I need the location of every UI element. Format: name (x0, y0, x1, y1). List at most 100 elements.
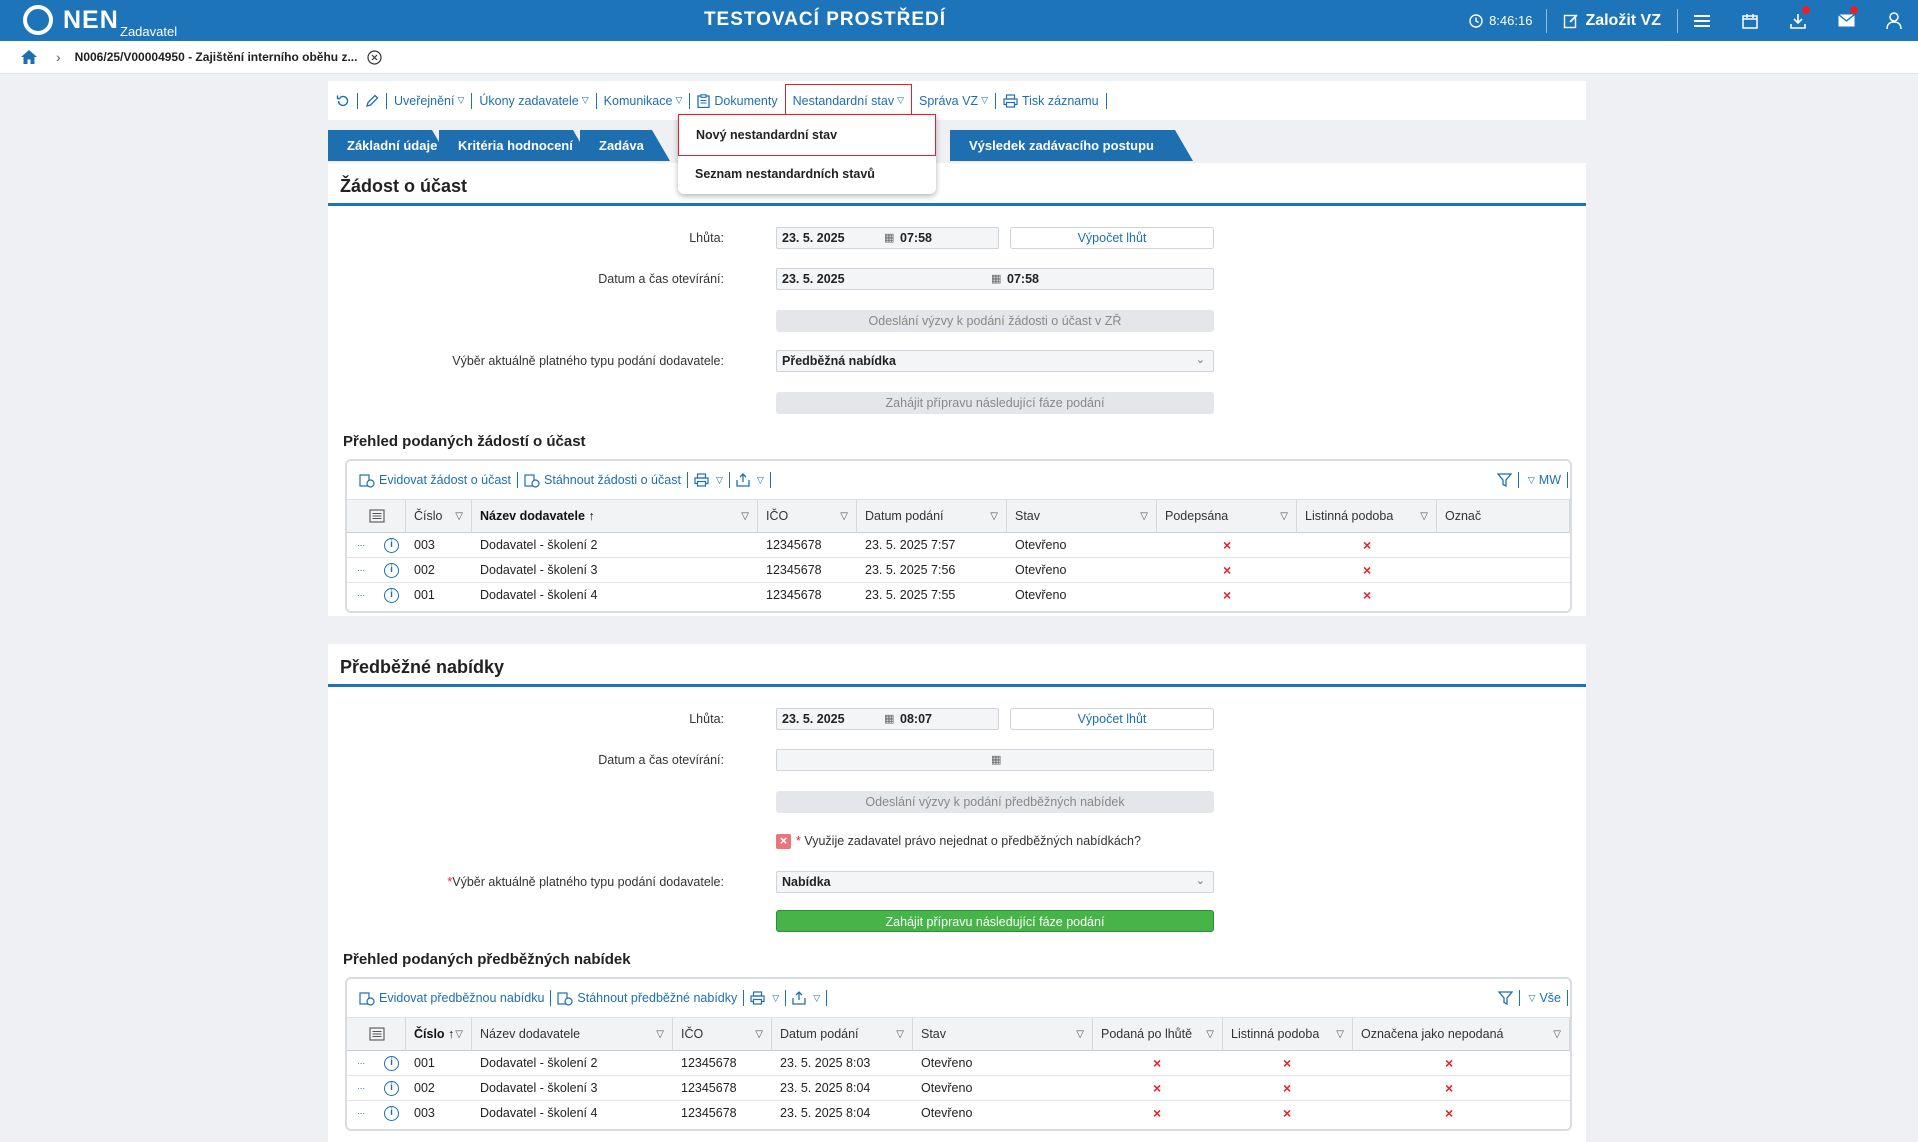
table-row[interactable]: ⋯ i 001 Dodavatel - školení 4 12345678 23… (347, 583, 1570, 608)
tab-zakladni-udaje[interactable]: Základní údaje (328, 130, 450, 161)
nen-logo-icon[interactable] (22, 4, 54, 36)
calendar-icon[interactable]: ▦ (991, 273, 1002, 285)
export-button[interactable]: ▽ (730, 473, 770, 487)
table-row[interactable]: ⋯ i 003 Dodavatel - školení 2 12345678 23… (347, 533, 1570, 558)
filter-triangle-icon[interactable]: ▽ (896, 1029, 904, 1040)
lhuta-field[interactable]: 23. 5. 2025 ▦ 07:58 (776, 227, 999, 249)
col-cislo[interactable]: Číslo ↑ ▽ (406, 1018, 472, 1051)
lhuta-field[interactable]: 23. 5. 2025 ▦ 08:07 (776, 708, 999, 730)
odeslani-vyzvy-button[interactable]: Odeslání výzvy k podání žádosti o účast … (776, 310, 1214, 332)
filter-triangle-icon[interactable]: ▽ (741, 511, 749, 522)
info-icon[interactable]: i (384, 1081, 399, 1096)
filter-triangle-icon[interactable]: ▽ (1140, 511, 1148, 522)
more-icon[interactable]: ⋯ (357, 1084, 366, 1093)
table-row[interactable]: ⋯ i 003 Dodavatel - školení 4 12345678 23… (347, 1101, 1570, 1126)
new-vz-button[interactable]: Založit VZ (1547, 12, 1677, 30)
menu-sprava-vz[interactable]: Správa VZ ▽ (912, 81, 995, 120)
col-stav[interactable]: Stav ▽ (1007, 500, 1157, 533)
filter-triangle-icon[interactable]: ▽ (1336, 1029, 1344, 1040)
edit-button[interactable] (358, 81, 386, 120)
menu-nestandardni-stav[interactable]: Nestandardní stav ▽ (784, 84, 912, 117)
more-icon[interactable]: ⋯ (357, 1109, 366, 1118)
breadcrumb-item[interactable]: N006/25/V00004950 - Zajištění interního … (74, 50, 358, 64)
table-row[interactable]: ⋯ i 002 Dodavatel - školení 3 12345678 23… (347, 558, 1570, 583)
filter-triangle-icon[interactable]: ▽ (1076, 1029, 1084, 1040)
filter-triangle-icon[interactable]: ▽ (990, 511, 998, 522)
filter-triangle-icon[interactable]: ▽ (840, 511, 848, 522)
col-cislo[interactable]: Číslo ▽ (406, 500, 472, 533)
print-button[interactable]: ▽ (744, 991, 785, 1005)
info-icon[interactable]: i (384, 1106, 399, 1121)
col-ico[interactable]: IČO ▽ (758, 500, 857, 533)
table-row[interactable]: ⋯ i 002 Dodavatel - školení 3 12345678 23… (347, 1076, 1570, 1101)
menu-ukony-zadavatele[interactable]: Úkony zadavatele ▽ (472, 81, 595, 120)
menu-item-novy-nestandardni-stav[interactable]: Nový nestandardní stav (678, 114, 936, 156)
filter-triangle-icon[interactable]: ▽ (1206, 1029, 1214, 1040)
stahnout-button[interactable]: Stáhnout žádosti o účast (518, 473, 687, 488)
menu-dokumenty[interactable]: Dokumenty (690, 81, 784, 120)
downloads-button[interactable] (1774, 0, 1822, 41)
view-select[interactable]: ▽ MW (1519, 473, 1567, 487)
col-datum[interactable]: Datum podání ▽ (857, 500, 1007, 533)
tab-vysledek[interactable]: Výsledek zadávacího postupu (950, 130, 1193, 161)
calendar-icon[interactable]: ▦ (884, 232, 895, 244)
col-datum[interactable]: Datum podání ▽ (772, 1018, 913, 1051)
filter-triangle-icon[interactable]: ▽ (1553, 1029, 1561, 1040)
filter-triangle-icon[interactable]: ▽ (656, 1029, 664, 1040)
view-select[interactable]: ▽ Vše (1520, 991, 1567, 1005)
col-listinna[interactable]: Listinná podoba ▽ (1297, 500, 1437, 533)
info-icon[interactable]: i (384, 563, 399, 578)
user-button[interactable] (1870, 0, 1918, 41)
calendar-icon[interactable]: ▦ (884, 713, 895, 725)
refresh-button[interactable] (328, 81, 357, 120)
filter-triangle-icon[interactable]: ▽ (1280, 511, 1288, 522)
col-podepsana[interactable]: Podepsána ▽ (1157, 500, 1297, 533)
messages-button[interactable] (1822, 0, 1870, 41)
filter-triangle-icon[interactable]: ▽ (455, 1029, 463, 1040)
more-icon[interactable]: ⋯ (357, 591, 366, 600)
menu-item-seznam-nestandardnich-stavu[interactable]: Seznam nestandardních stavů (695, 167, 875, 181)
evidovat-button[interactable]: Evidovat předběžnou nabídku (353, 991, 550, 1006)
table-row[interactable]: ⋯ i 001 Dodavatel - školení 2 12345678 23… (347, 1051, 1570, 1076)
zahajit-pripravu-button[interactable]: Zahájit přípravu následující fáze podání (776, 910, 1214, 932)
calendar-button[interactable] (1726, 0, 1774, 41)
col-stav[interactable]: Stav ▽ (913, 1018, 1093, 1051)
stahnout-button[interactable]: Stáhnout předběžné nabídky (551, 991, 743, 1006)
more-icon[interactable]: ⋯ (357, 1059, 366, 1068)
col-nazev[interactable]: Název dodavatele ↑ ▽ (472, 500, 758, 533)
menu-komunikace[interactable]: Komunikace ▽ (597, 81, 690, 120)
more-icon[interactable]: ⋯ (357, 541, 366, 550)
col-oznacena[interactable]: Označena jako nepodaná ▽ (1353, 1018, 1570, 1051)
close-icon[interactable] (367, 49, 383, 65)
typ-podani-select[interactable]: Předběžná nabídka ⌄ (776, 350, 1214, 372)
filter-button[interactable] (1492, 991, 1519, 1005)
print-button[interactable]: ▽ (688, 473, 729, 487)
vypocet-lhut-button[interactable]: Výpočet lhůt (1010, 227, 1214, 249)
zahajit-pripravu-button[interactable]: Zahájit přípravu následující fáze podání (776, 392, 1214, 414)
tab-zadavaci[interactable]: Zadáva (580, 130, 670, 161)
filter-button[interactable] (1491, 473, 1518, 487)
menu-uverejneni[interactable]: Uveřejnění ▽ (387, 81, 471, 120)
info-icon[interactable]: i (384, 538, 399, 553)
otevirani-field[interactable]: 23. 5. 2025 ▦ 07:58 (776, 268, 1214, 290)
col-ico[interactable]: IČO ▽ (673, 1018, 772, 1051)
export-button[interactable]: ▽ (786, 991, 826, 1005)
column-settings[interactable] (347, 1018, 406, 1051)
filter-triangle-icon[interactable]: ▽ (455, 511, 463, 522)
filter-triangle-icon[interactable]: ▽ (1420, 511, 1428, 522)
tab-kriteria-hodnoceni[interactable]: Kritéria hodnocení (439, 130, 591, 161)
col-listinna[interactable]: Listinná podoba ▽ (1223, 1018, 1353, 1051)
more-icon[interactable]: ⋯ (357, 566, 366, 575)
odeslani-vyzvy-button[interactable]: Odeslání výzvy k podání předběžných nabí… (776, 791, 1214, 813)
column-settings[interactable] (347, 500, 406, 533)
col-nazev[interactable]: Název dodavatele ▽ (472, 1018, 673, 1051)
home-icon[interactable] (20, 49, 40, 65)
col-oznacena[interactable]: Označ (1437, 500, 1570, 533)
evidovat-button[interactable]: Evidovat žádost o účast (353, 473, 517, 488)
checkbox-unchecked[interactable]: × (776, 834, 791, 849)
menu-button[interactable] (1678, 0, 1726, 41)
info-icon[interactable]: i (384, 1056, 399, 1071)
col-podana-po-lhute[interactable]: Podaná po lhůtě ▽ (1093, 1018, 1223, 1051)
typ-podani-select[interactable]: Nabídka ⌄ (776, 871, 1214, 893)
filter-triangle-icon[interactable]: ▽ (755, 1029, 763, 1040)
